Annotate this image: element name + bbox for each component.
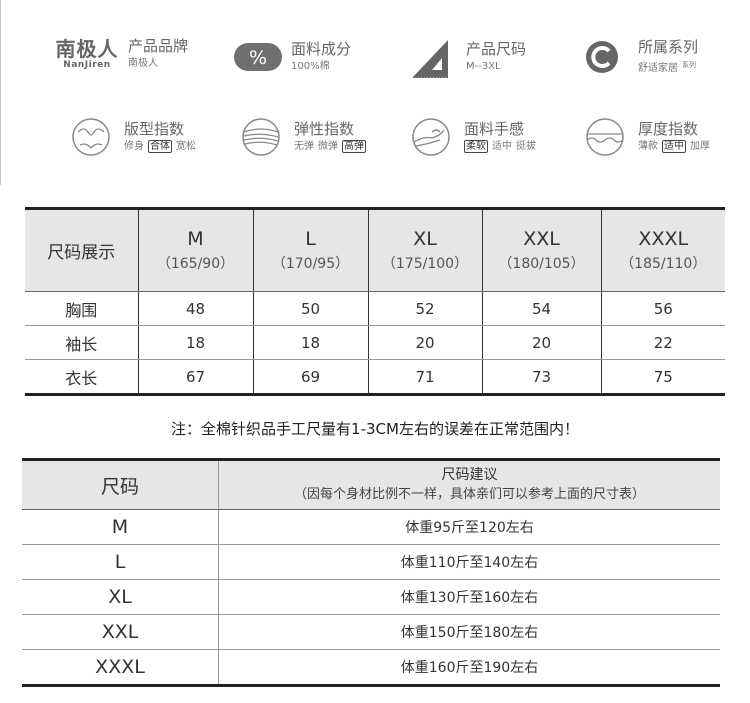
advice-table-header: 尺码 尺码建议 （因每个身材比例不一样，具体亲们可以参考上面的尺寸表） [22, 459, 720, 510]
table-row: 袖长 18 18 20 20 22 [25, 325, 725, 360]
ruler-triangle-icon [412, 40, 448, 79]
table-row: L 体重110斤至140左右 [22, 544, 720, 580]
feature-size: 产品尺码 M--3XL [408, 32, 526, 82]
size-table: 尺码展示 M （165/90） L （170/95） XL （175/100） XXL… [25, 207, 725, 396]
feature-handfeel: 面料手感 柔软 适中 挺拔 [406, 112, 540, 162]
feature-fit: 版型指数 修身 合体 宽松 [66, 112, 200, 162]
table-row: M 体重95斤至120左右 [22, 509, 720, 545]
selected-option: 柔软 [464, 140, 488, 153]
feature-material: % 面料成分 100%棉 [233, 32, 351, 82]
body-fit-icon [72, 118, 110, 156]
thickness-icon [586, 118, 624, 156]
feature-series: 所属系列 舒适家居 系列 [580, 32, 698, 82]
size-advice-table: 尺码 尺码建议 （因每个身材比例不一样，具体亲们可以参考上面的尺寸表） M 体重95… [22, 458, 720, 687]
feature-value: 南极人 [128, 58, 158, 69]
elastic-icon [242, 118, 280, 156]
selected-option: 高弹 [342, 140, 366, 153]
measurement-note: 注：全棉针织品手工尺量有1-3CM左右的误差在正常范围内！ [171, 420, 579, 438]
size-table-header: 尺码展示 M （165/90） L （170/95） XL （175/100） XXL… [25, 208, 725, 292]
table-row: 胸围 48 50 52 54 56 [25, 291, 725, 326]
brand-logo: 南极人 NanJiren [55, 37, 119, 70]
table-row: XXXL 体重160斤至190左右 [22, 649, 720, 686]
feature-elasticity: 弹性指数 无弹 微弹 高弹 [236, 112, 370, 162]
feature-thickness: 厚度指数 薄款 适中 加厚 [580, 112, 714, 162]
table-row: XL 体重130斤至160左右 [22, 579, 720, 615]
divider [0, 0, 1, 185]
feature-brand: 南极人 NanJiren 产品品牌 南极人 [52, 36, 189, 72]
selected-option: 适中 [662, 140, 686, 153]
table-row: 衣长 67 69 71 73 75 [25, 359, 725, 395]
selected-option: 合体 [148, 140, 172, 153]
table-row: XXL 体重150斤至180左右 [22, 614, 720, 650]
percent-icon: % [234, 43, 282, 71]
svg-text:%: % [249, 47, 267, 69]
copyright-c-icon [586, 41, 618, 73]
feature-title: 产品品牌 [128, 37, 189, 55]
hand-feel-icon [412, 118, 450, 156]
